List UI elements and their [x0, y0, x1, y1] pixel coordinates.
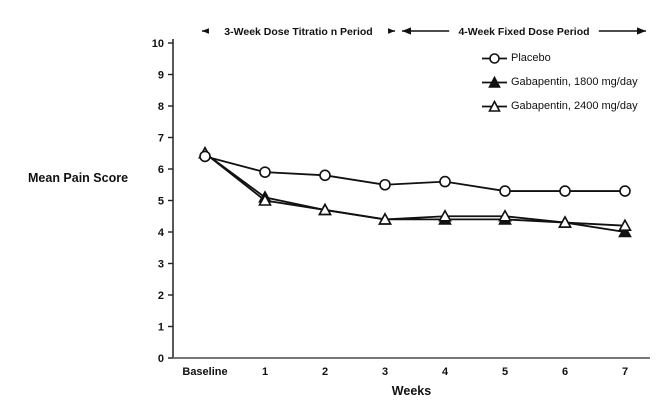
triangle-filled-legend-icon — [482, 75, 507, 88]
data-point-marker — [499, 185, 511, 197]
data-point-marker — [199, 150, 211, 163]
circle-open-legend-icon — [482, 52, 507, 64]
legend-label: Gabapentin, 1800 mg/day — [511, 76, 638, 88]
arrow-right-icon — [637, 27, 646, 35]
y-tick-label: 7 — [158, 133, 164, 145]
y-axis-title: Mean Pain Score — [28, 171, 129, 185]
data-point-marker — [618, 224, 632, 238]
x-tick-label: 6 — [562, 366, 568, 378]
x-tick-label: 3 — [382, 366, 388, 378]
data-point-marker — [379, 178, 391, 191]
series-2 — [198, 146, 632, 231]
y-tick-label: 1 — [158, 322, 164, 334]
data-point-marker — [318, 202, 332, 216]
data-point-marker — [559, 185, 571, 197]
legend-item-0: Placebo — [481, 46, 638, 70]
y-tick-label: 8 — [158, 101, 164, 113]
period-label: 3-Week Dose Titratio n Period — [224, 26, 372, 38]
data-point-marker — [258, 193, 272, 206]
chart-legend: Placebo Gabapentin, 1800 mg/day Gabapentin… — [481, 46, 638, 118]
period-label-backing — [449, 24, 599, 38]
y-tick-label: 3 — [158, 259, 164, 271]
period-label: 4-Week Fixed Dose Period — [458, 26, 589, 38]
series-line — [204, 152, 626, 227]
series-0 — [199, 150, 631, 197]
legend-label: Gabapentin, 2400 mg/day — [511, 100, 638, 112]
data-point-marker — [438, 209, 452, 222]
series-line — [204, 155, 625, 192]
y-tick-label: 10 — [152, 38, 164, 50]
x-axis-title: Weeks — [391, 384, 432, 398]
y-tick-label: 9 — [158, 70, 164, 82]
x-tick-label: 1 — [262, 366, 268, 378]
legend-label: Placebo — [511, 52, 551, 64]
data-point-marker — [319, 169, 331, 182]
y-tick-label: 2 — [158, 290, 164, 302]
arrow-right-icon — [386, 27, 395, 35]
data-point-marker — [558, 215, 572, 228]
data-point-marker — [259, 166, 271, 178]
arrow-left-icon — [202, 27, 211, 35]
x-tick-label: Baseline — [182, 366, 227, 378]
arrow-left-icon — [402, 27, 411, 35]
x-tick-label: 2 — [322, 366, 328, 378]
y-tick-label: 6 — [158, 164, 164, 176]
triangle-open-legend-icon — [482, 99, 507, 112]
legend-item-1: Gabapentin, 1800 mg/day — [481, 70, 638, 94]
y-tick-label: 5 — [158, 196, 164, 208]
data-point-marker — [618, 218, 632, 231]
data-point-marker — [378, 212, 392, 225]
data-point-marker — [439, 175, 451, 188]
x-tick-label: 4 — [442, 366, 449, 378]
data-point-marker — [498, 209, 512, 222]
data-point-marker — [619, 185, 631, 197]
legend-item-2: Gabapentin, 2400 mg/day — [481, 94, 638, 118]
y-tick-label: 0 — [158, 353, 164, 365]
x-tick-label: 7 — [622, 366, 628, 378]
period-label-backing — [208, 24, 389, 38]
x-tick-label: 5 — [502, 366, 508, 378]
y-tick-label: 4 — [158, 227, 165, 239]
